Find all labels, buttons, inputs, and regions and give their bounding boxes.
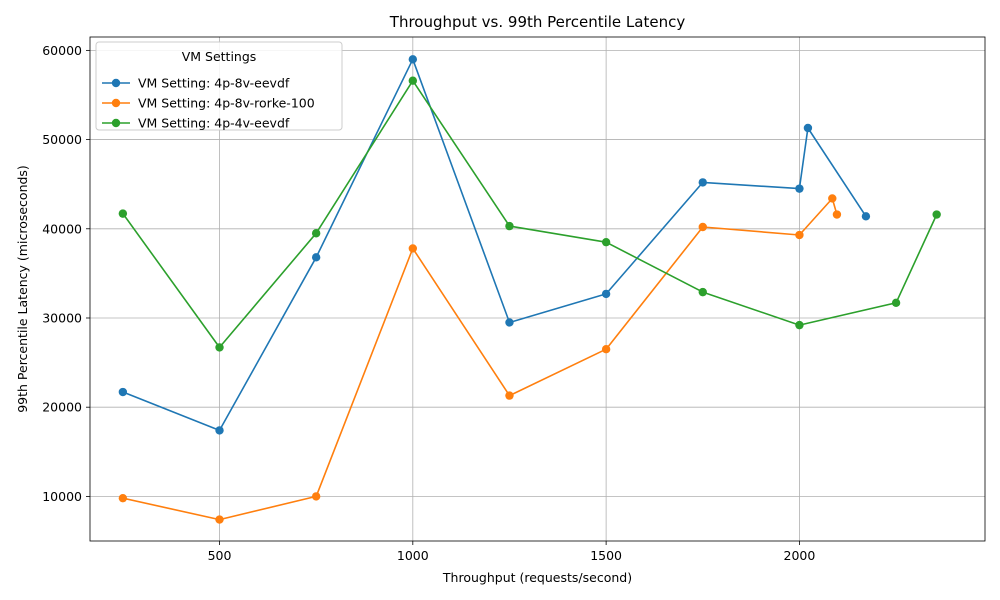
- legend-swatch-marker: [111, 118, 121, 128]
- data-point: [408, 244, 418, 253]
- y-tick-label: 30000: [42, 310, 82, 325]
- legend-label: VM Setting: 4p-8v-rorke-100: [138, 96, 315, 111]
- data-point: [118, 387, 128, 397]
- y-tick-label: 20000: [42, 400, 82, 415]
- data-point: [215, 515, 224, 524]
- ticks: 500 1000 1500 2000 10000 20000 30000 40000 50000…: [42, 43, 815, 563]
- legend-label: VM Setting: 4p-4v-eevdf: [138, 116, 290, 131]
- x-tick-label: 500: [208, 548, 232, 563]
- data-point: [698, 287, 707, 297]
- data-point: [505, 391, 514, 400]
- data-point: [311, 229, 321, 238]
- legend: VM Settings VM Setting: 4p-8v-eevdf VM Set…: [95, 41, 343, 131]
- data-point: [601, 289, 611, 299]
- x-axis-label: Throughput (requests/second): [442, 570, 632, 585]
- data-point: [891, 298, 901, 308]
- data-point: [795, 320, 804, 330]
- legend-box: [95, 41, 343, 131]
- chart-title: Throughput vs. 99th Percentile Latency: [389, 13, 686, 31]
- grid: [90, 37, 985, 541]
- series-1: [118, 55, 871, 435]
- data-point: [601, 237, 611, 247]
- legend-title: VM Settings: [182, 49, 257, 64]
- data-point: [311, 492, 321, 501]
- data-point: [215, 343, 224, 352]
- legend-item-2: VM Setting: 4p-8v-rorke-100: [102, 96, 315, 111]
- y-tick-label: 60000: [42, 43, 82, 58]
- series-layer: [118, 55, 941, 524]
- data-point: [832, 210, 842, 219]
- x-tick-label: 1500: [590, 548, 622, 563]
- x-tick-label: 1000: [397, 548, 429, 563]
- data-point: [505, 221, 514, 231]
- data-point: [861, 212, 871, 221]
- data-point: [803, 123, 813, 133]
- series-line: [122, 197, 838, 521]
- series-3: [118, 76, 941, 352]
- data-point: [118, 209, 128, 218]
- data-point: [505, 318, 514, 327]
- data-point: [828, 194, 837, 203]
- data-point: [118, 493, 128, 503]
- data-point: [408, 76, 418, 85]
- legend-swatch-marker: [111, 78, 121, 88]
- data-point: [795, 230, 804, 240]
- legend-swatch-marker: [111, 98, 121, 108]
- data-point: [215, 426, 224, 435]
- series-line: [122, 58, 867, 432]
- y-tick-label: 10000: [42, 489, 82, 504]
- data-point: [698, 222, 707, 232]
- data-point: [932, 210, 941, 219]
- series-line: [122, 79, 938, 349]
- legend-item-3: VM Setting: 4p-4v-eevdf: [102, 116, 290, 131]
- series-2: [118, 194, 842, 524]
- legend-label: VM Setting: 4p-8v-eevdf: [138, 76, 290, 91]
- data-point: [311, 253, 321, 262]
- data-point: [795, 184, 804, 193]
- y-axis-label: 99th Percentile Latency (microseconds): [15, 165, 30, 413]
- legend-item-1: VM Setting: 4p-8v-eevdf: [102, 76, 290, 91]
- y-tick-label: 40000: [42, 221, 82, 236]
- x-tick-label: 2000: [784, 548, 816, 563]
- data-point: [698, 178, 707, 187]
- plot-frame: [89, 36, 986, 542]
- y-tick-label: 50000: [42, 132, 82, 147]
- data-point: [408, 55, 418, 64]
- data-point: [601, 345, 611, 354]
